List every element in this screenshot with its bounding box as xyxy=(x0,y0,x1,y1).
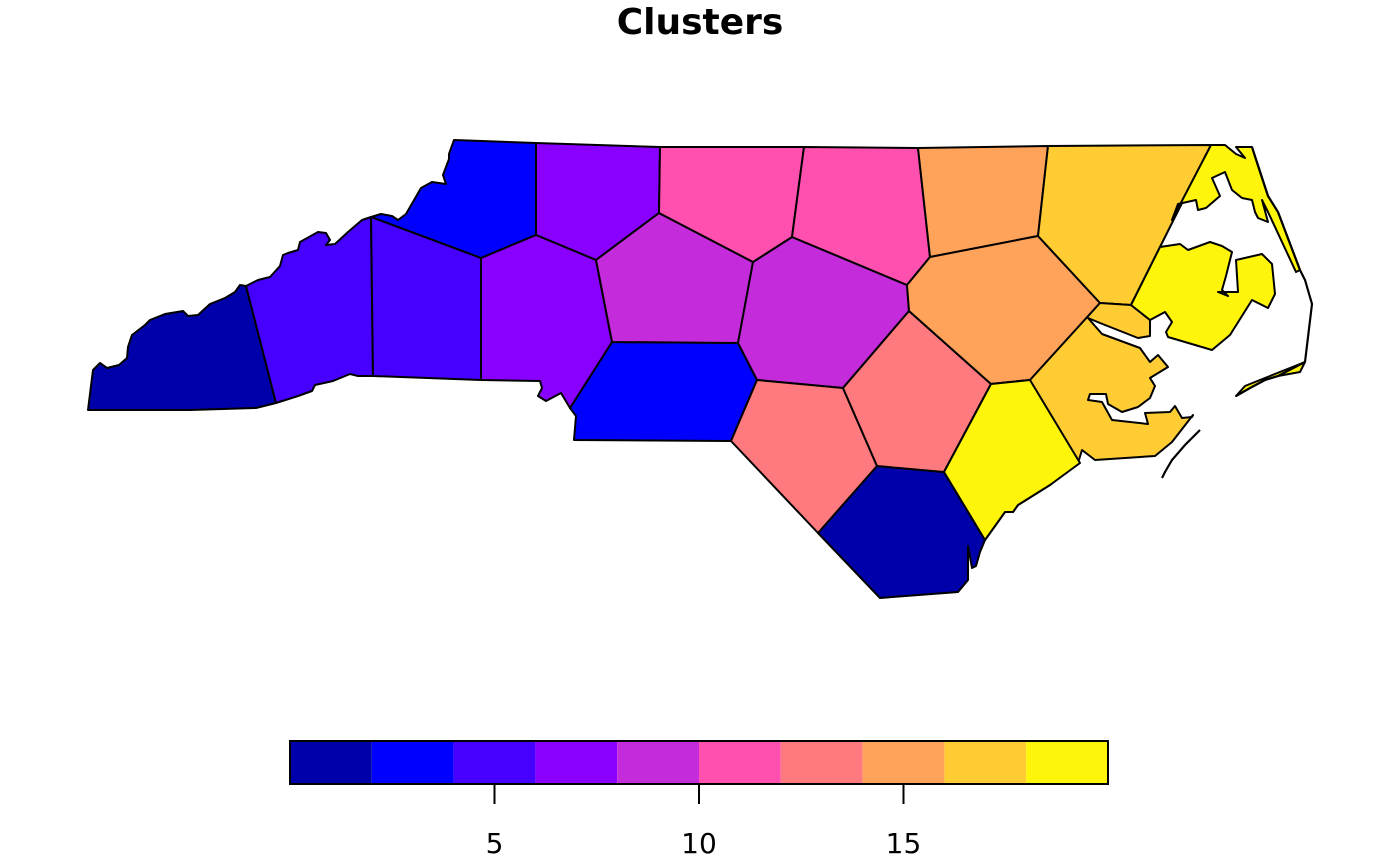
legend-swatch xyxy=(944,741,1027,784)
region-cluster-7-west xyxy=(730,379,878,534)
region-cluster-3-west xyxy=(245,216,374,404)
legend-swatch xyxy=(1026,741,1108,784)
legend-swatch xyxy=(780,741,863,784)
region-cluster-10-outer-banks xyxy=(1171,144,1301,273)
legend-swatch xyxy=(617,741,699,784)
legend-tick-label: 15 xyxy=(886,827,922,860)
legend-ticks: 5 10 15 xyxy=(486,784,922,860)
region-cluster-4-central xyxy=(480,234,613,409)
legend-swatch xyxy=(862,741,945,784)
legend-swatch xyxy=(699,741,781,784)
legend-swatch xyxy=(371,741,454,784)
region-cluster-1-west xyxy=(87,284,277,411)
region-cluster-10-peninsula xyxy=(1130,241,1276,351)
coastline xyxy=(1161,146,1314,479)
legend-swatch xyxy=(535,741,618,784)
map-title: Clusters xyxy=(616,2,784,43)
legend-tick-label: 5 xyxy=(486,827,504,860)
coastline-barrier-south xyxy=(1235,361,1306,397)
legend-swatch xyxy=(290,741,372,784)
color-legend: 5 10 15 xyxy=(289,740,1109,860)
legend-swatches xyxy=(290,741,1108,784)
coastline-barrier-east xyxy=(1250,146,1314,363)
coastline-sound-shore xyxy=(1161,429,1201,479)
legend-tick-label: 10 xyxy=(681,827,717,860)
region-cluster-6-west xyxy=(658,146,805,263)
county-cluster-regions xyxy=(87,139,1306,599)
legend-swatch xyxy=(453,741,536,784)
region-cluster-10-south xyxy=(943,379,1081,541)
